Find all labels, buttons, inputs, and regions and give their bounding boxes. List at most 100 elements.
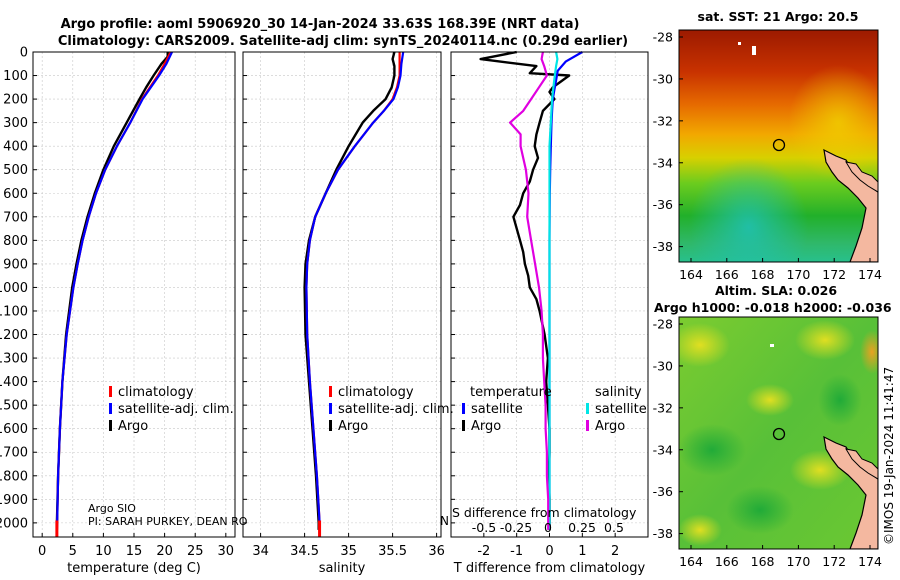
x-tick-label: 2	[611, 544, 619, 559]
map-lon-tick-label: 172	[822, 267, 846, 282]
x-tick-label: 30	[218, 544, 235, 559]
map-lon-tick-label: 168	[751, 267, 775, 282]
x-tick-label: 34.5	[290, 544, 319, 559]
sst-argo-marker	[772, 138, 786, 152]
x-tick-label: 10	[95, 544, 112, 559]
map-lat-tick-label: -36	[653, 484, 673, 499]
depth-tick-label: 1800	[0, 469, 28, 484]
map-lon-tick-label: 172	[822, 554, 846, 569]
depth-tick-label: 1000	[0, 281, 28, 296]
sla-blob-8	[818, 374, 862, 426]
legend-swatch-temp-satellite	[462, 403, 465, 414]
imos-watermark: ©IMOS 19-Jan-2024 11:41:47	[882, 367, 896, 545]
depth-tick-label: 1100	[0, 304, 28, 319]
legend-label-satellite-adj: satellite-adj. clim.	[118, 402, 234, 417]
sla-blob-1	[679, 323, 730, 367]
x-tick-label: -2	[477, 544, 490, 559]
legend-label-temp-argo: Argo	[471, 419, 501, 434]
depth-tick-label: 1600	[0, 422, 28, 437]
map-lat-tick-label: -30	[653, 71, 673, 86]
map-lat-tick-label: -32	[653, 113, 673, 128]
legend-swatch-argo	[329, 420, 332, 431]
depth-tick-label: 800	[3, 234, 28, 249]
map-lat-tick-label: -30	[653, 358, 673, 373]
sla-mask	[770, 344, 774, 347]
series-line-difference-salinity-argo	[509, 51, 550, 530]
legend-label-temp-satellite: satellite	[471, 402, 523, 417]
depth-tick-label: 1400	[0, 375, 28, 390]
legend-label-climatology: climatology	[118, 385, 194, 400]
depth-tick-label: 1700	[0, 446, 28, 461]
x-axis-label: temperature (deg C)	[67, 561, 201, 576]
legend-label-argo: Argo	[338, 419, 368, 434]
credit-line-2: PI: SARAH PURKEY, DEAN RO	[88, 515, 248, 528]
sla-blob-7	[726, 486, 794, 534]
series-line-difference-temperature-argo	[479, 50, 571, 530]
x-axis-label: T difference from climatology	[453, 561, 646, 576]
x-tick-label: 20	[156, 544, 173, 559]
map-lon-tick-label: 168	[751, 554, 775, 569]
depth-tick-label: 1300	[0, 352, 28, 367]
legend-swatch-argo	[109, 420, 112, 431]
sla-blob-2	[746, 384, 794, 416]
sla-map: Altim. SLA: 0.026 Argo h1000: -0.018 h20…	[653, 283, 892, 569]
overlay-tick-05: 0.5	[604, 520, 624, 535]
salinity-panel: 34 34.5 35 35.5 36 salinity	[242, 51, 445, 576]
series-line-difference-temperature-satellite	[548, 51, 583, 530]
series-line-salinity-climatology	[305, 52, 401, 530]
sst-cloud-mask	[752, 46, 756, 55]
map-lon-tick-label: 166	[715, 267, 739, 282]
difference-panel: -2 -1 0 1 2 T difference from climatology	[450, 50, 649, 576]
credit-line-1: Argo SIO	[88, 502, 136, 515]
profile-legend-salinity: climatology satellite-adj. clim. Argo	[329, 385, 454, 434]
map-lat-tick-label: -34	[653, 155, 673, 170]
x-tick-label: -1	[510, 544, 523, 559]
depth-tick-label: 2000	[0, 516, 28, 531]
map-lon-tick-label: 166	[715, 554, 739, 569]
panel-frame	[242, 51, 442, 538]
profile-legend-temperature: climatology satellite-adj. clim. Argo	[109, 385, 234, 434]
x-tick-label: 35	[340, 544, 357, 559]
x-tick-label: 36	[428, 544, 445, 559]
x-tick-label: 5	[69, 544, 77, 559]
temperature-panel: 0 5 10 15 20 25 30 temperature (deg C)	[32, 51, 236, 576]
figure-title-line1: Argo profile: aoml 5906920_30 14-Jan-202…	[61, 17, 580, 32]
figure-title-line2: Climatology: CARS2009. Satellite-adj cli…	[58, 34, 628, 49]
sst-map-title: sat. SST: 21 Argo: 20.5	[698, 9, 859, 24]
legend-title-salinity: salinity	[595, 385, 642, 400]
depth-tick-label: 600	[3, 187, 28, 202]
x-tick-label: 35.5	[378, 544, 407, 559]
sst-field-warm-patch	[679, 30, 878, 262]
overlay-tick-025: 0.25	[568, 520, 596, 535]
map-lon-tick-label: 170	[786, 267, 810, 282]
series-line-temperature-satellite-adj-clim	[55, 51, 173, 530]
sla-map-title-2: Argo h1000: -0.018 h2000: -0.036	[654, 300, 892, 315]
sla-blob-3	[795, 320, 855, 360]
legend-label-argo: Argo	[118, 419, 148, 434]
depth-tick-label: 100	[3, 69, 28, 84]
depth-tick-label: 1200	[0, 328, 28, 343]
series-line-salinity-argo	[303, 51, 396, 530]
x-tick-label: 0	[545, 544, 553, 559]
legend-swatch-climatology	[329, 386, 332, 397]
x-tick-label: 15	[126, 544, 143, 559]
sla-argo-marker	[772, 427, 786, 441]
sla-map-title-1: Altim. SLA: 0.026	[715, 283, 837, 298]
map-lat-tick-label: -36	[653, 197, 673, 212]
map-lat-tick-label: -28	[653, 317, 673, 332]
sla-map-frame	[678, 316, 879, 550]
legend-label-climatology: climatology	[338, 385, 414, 400]
depth-tick-label: 700	[3, 210, 28, 225]
x-tick-label: 25	[187, 544, 204, 559]
sla-lat-ticks: -28 -30 -32 -34 -36 -38	[653, 317, 683, 541]
series-line-difference-salinity-satellite	[548, 51, 559, 530]
depth-tick-label: 500	[3, 163, 28, 178]
depth-tick-label: 400	[3, 140, 28, 155]
map-lon-tick-label: 164	[679, 267, 703, 282]
sst-map: sat. SST: 21 Argo: 20.5 -28-30-32-34-36-…	[653, 9, 882, 282]
sst-land-nz-north	[844, 161, 878, 193]
map-lon-tick-label: 174	[858, 267, 882, 282]
difference-legend: temperature salinity satellite Argo sate…	[462, 385, 647, 434]
legend-swatch-sal-satellite	[586, 403, 589, 414]
depth-tick-label: 200	[3, 93, 28, 108]
